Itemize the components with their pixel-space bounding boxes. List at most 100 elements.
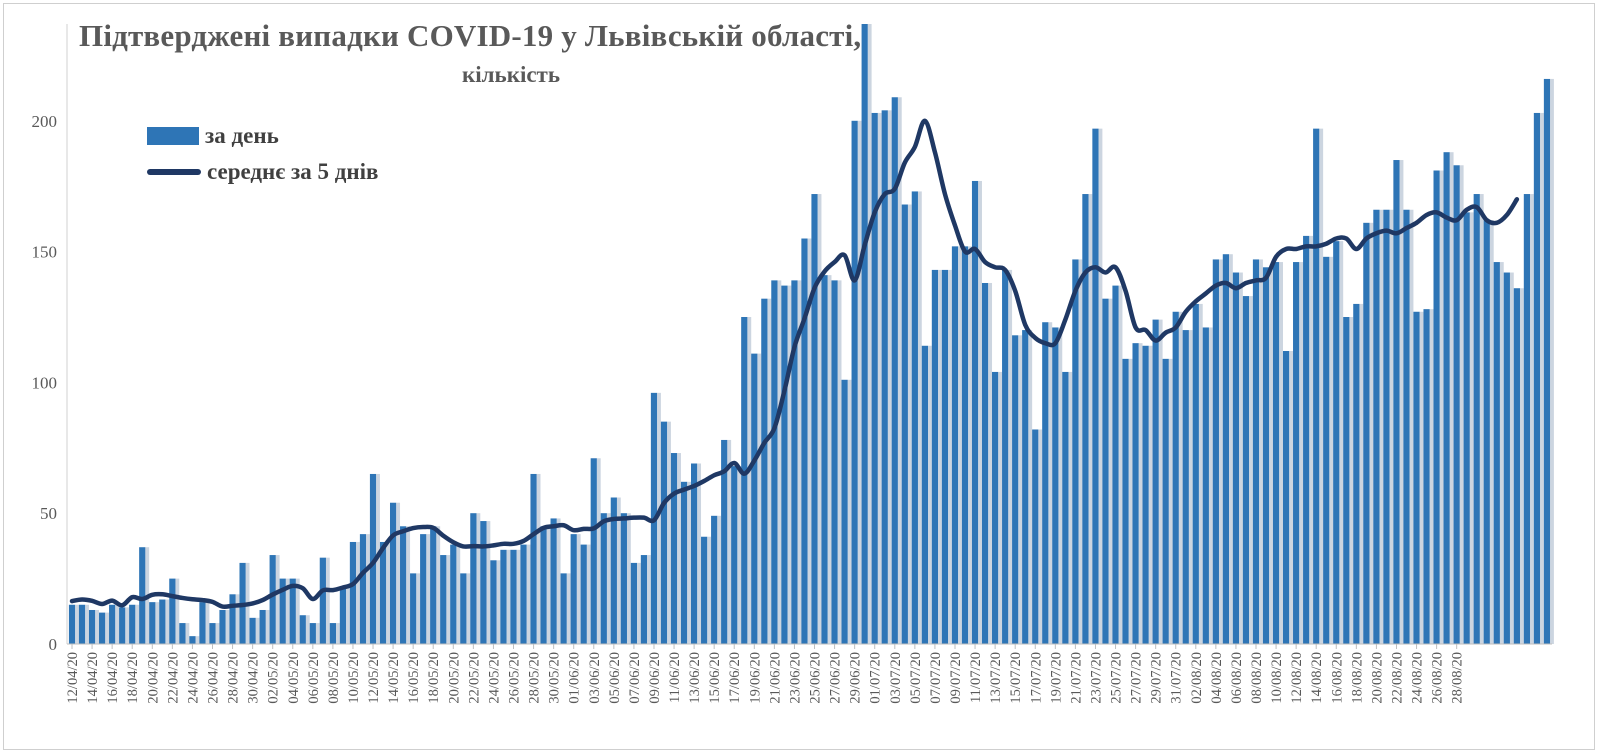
bar-shadow (1419, 311, 1424, 644)
bar-daily (400, 526, 407, 644)
bar-shadow (125, 607, 130, 644)
bar-shadow (1530, 194, 1534, 645)
bar-daily (1202, 327, 1209, 644)
x-tick-label: 14/04/20 (85, 652, 101, 704)
bar-daily (109, 604, 116, 644)
x-tick-label: 03/07/20 (888, 652, 904, 704)
bar-shadow (396, 502, 401, 644)
bar-daily (259, 609, 266, 644)
x-tick-label: 11/07/20 (968, 652, 984, 703)
bar-shadow (1118, 285, 1123, 644)
bar-daily (1242, 296, 1250, 644)
bar-daily (339, 586, 347, 644)
bar-shadow (1489, 220, 1494, 644)
bar-daily (129, 604, 136, 644)
bar-daily (1032, 429, 1039, 644)
bar-daily (791, 280, 798, 644)
bar-shadow (85, 604, 89, 644)
bar-shadow (556, 518, 561, 644)
bar-daily (78, 604, 86, 644)
bar-shadow (938, 269, 942, 644)
bar-shadow (928, 345, 932, 644)
bar-daily (68, 604, 76, 644)
x-tick-label: 18/08/20 (1349, 652, 1365, 704)
bar-shadow (727, 439, 732, 644)
bar-daily (731, 466, 738, 644)
bar-shadow (506, 549, 511, 644)
bar-daily (841, 379, 848, 644)
bar-daily (470, 513, 477, 644)
bar-daily (209, 623, 216, 644)
bar-shadow (1018, 335, 1023, 644)
bar-shadow (807, 238, 812, 644)
bar-shadow (1409, 209, 1414, 645)
bar-shadow (1108, 298, 1113, 644)
x-tick-label: 06/05/20 (306, 652, 322, 704)
bar-shadow (546, 526, 551, 644)
bar-daily (279, 578, 286, 644)
bar-daily (1373, 209, 1380, 645)
bar-daily (670, 453, 678, 644)
bar-daily (500, 549, 507, 644)
bar-shadow (777, 280, 782, 644)
x-tick-label: 20/04/20 (145, 652, 161, 704)
bar-shadow (1459, 165, 1464, 644)
bar-shadow (1339, 241, 1344, 644)
bar-daily (590, 458, 597, 644)
x-tick-label: 26/05/20 (507, 652, 523, 704)
bar-daily (1082, 194, 1089, 645)
bar-shadow (1429, 309, 1434, 644)
bar-daily (660, 421, 668, 644)
bar-shadow (205, 602, 210, 644)
bar-daily (1363, 222, 1370, 644)
bar-shadow (988, 282, 993, 644)
bar-shadow (606, 513, 611, 644)
bar-daily (1042, 322, 1049, 644)
bar-shadow (325, 557, 330, 644)
bar-shadow (1509, 272, 1514, 644)
bar-daily (460, 573, 467, 644)
legend-item-average: середнє за 5 днів (147, 154, 378, 190)
x-tick-label: 29/06/20 (848, 652, 864, 704)
bar-shadow (1229, 254, 1233, 644)
x-tick-label: 09/06/20 (647, 652, 663, 704)
bar-shadow (767, 298, 772, 644)
x-tick-label: 22/08/20 (1389, 652, 1405, 704)
bar-daily (1232, 272, 1240, 644)
bar-shadow (1349, 317, 1354, 644)
bar-daily (1483, 220, 1490, 644)
bar-daily (359, 534, 367, 644)
bar-daily (169, 578, 176, 644)
bar-shadow (1540, 112, 1544, 644)
bar-shadow (817, 194, 822, 645)
bar-shadow (426, 534, 431, 644)
bar-shadow (677, 453, 681, 644)
x-tick-label: 16/04/20 (105, 652, 121, 704)
bar-daily (821, 275, 828, 644)
x-tick-label: 18/05/20 (426, 652, 442, 704)
x-tick-label: 03/06/20 (587, 652, 603, 704)
bar-daily (329, 623, 336, 644)
bar-shadow (747, 317, 752, 644)
bar-daily (1052, 327, 1059, 644)
x-tick-label: 18/04/20 (125, 652, 141, 704)
bar-daily (1182, 330, 1189, 644)
bar-shadow (436, 526, 441, 644)
bar-shadow (1449, 152, 1454, 644)
x-tick-label: 29/07/20 (1149, 652, 1165, 704)
bar-shadow (877, 112, 882, 644)
x-tick-label: 01/06/20 (567, 652, 583, 704)
x-tick-label: 05/06/20 (607, 652, 623, 704)
legend: за день середнє за 5 днів (147, 118, 378, 190)
bar-shadow (1198, 303, 1203, 644)
bar-shadow (165, 599, 170, 644)
bar-daily (1313, 128, 1320, 644)
bar-shadow (1359, 303, 1364, 644)
bar-daily (1433, 170, 1440, 644)
bar-daily (1072, 259, 1079, 644)
chart-title: Підтверджені випадки COVID-19 у Львівськ… (79, 18, 862, 53)
bar-shadow (837, 280, 842, 644)
bar-daily (1493, 262, 1500, 644)
bar-shadow (536, 473, 541, 644)
bar-shadow (1499, 262, 1504, 644)
